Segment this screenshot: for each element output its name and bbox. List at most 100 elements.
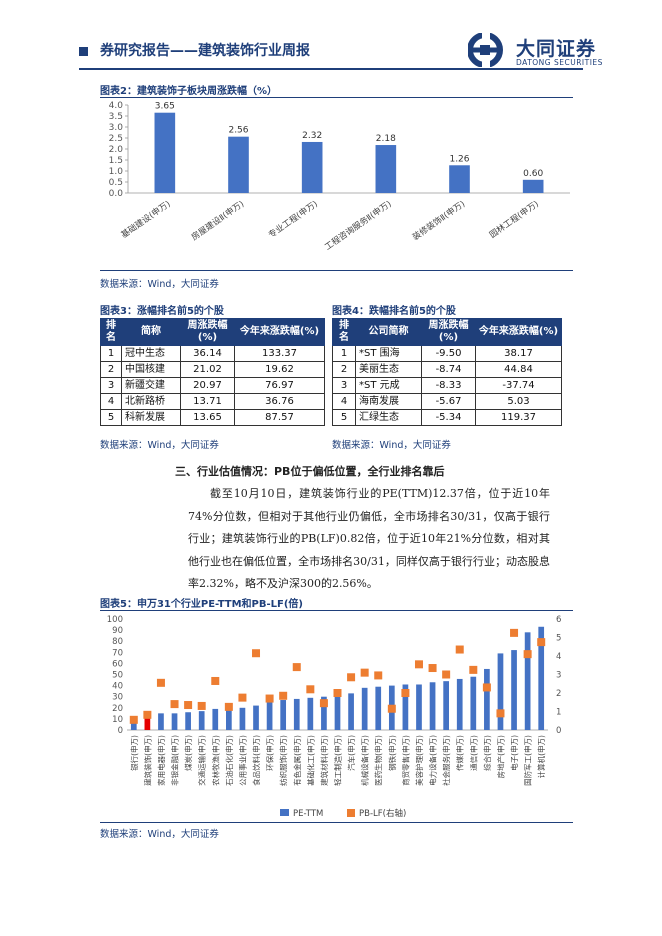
pe-bar [266, 702, 273, 730]
fig4-header-name: 公司简称 [355, 318, 422, 346]
y-tick-label: 0.0 [109, 189, 124, 199]
category-label: 机械设备(申万) [360, 735, 370, 786]
table-row: 3 *ST 元成 -8.33 -37.74 [332, 377, 562, 394]
category-label: 装修装饰Ⅱ(申万) [410, 198, 467, 242]
pb-point [374, 671, 383, 680]
fig4-cell: 5.03 [475, 393, 562, 410]
pb-point [306, 685, 315, 694]
pe-bar [198, 711, 205, 730]
fig3-header-rank: 排名 [100, 318, 122, 346]
pe-bar [524, 632, 531, 730]
data-label: 1.26 [449, 154, 469, 164]
pe-bar [321, 696, 327, 730]
pe-bar [130, 723, 137, 730]
fig3-cell: 新疆交建 [121, 377, 181, 394]
fig3-cell: 4 [100, 393, 122, 410]
fig4-table: 排名 公司简称 周涨跌幅(%) 今年来涨跌幅(%) 1 *ST 围海 -9.50 38… [332, 318, 562, 426]
pe-bar [253, 705, 259, 730]
category-label: 煤炭(申万) [183, 735, 193, 771]
fig3-table: 排名 简称 周涨跌幅(%) 今年来涨跌幅(%) 1 冠中生态 36.14 133.37… [100, 318, 325, 426]
pb-point [129, 715, 138, 724]
category-label: 食品饮料(申万) [251, 735, 261, 786]
datong-logo-icon [468, 33, 503, 67]
fig3-cell: 133.37 [234, 345, 325, 362]
category-label: 银行(申万) [129, 735, 139, 771]
y-left-tick-label: 80 [112, 637, 123, 647]
category-label: 家用电器(申万) [156, 735, 166, 786]
header-rule [79, 68, 583, 70]
y-tick-label: 4.0 [109, 101, 124, 111]
category-label: 建筑装饰(申万) [142, 735, 152, 786]
pb-point [428, 664, 437, 673]
fig4-cell: -5.34 [421, 409, 476, 426]
fig4-cell: 5 [332, 409, 356, 426]
fig4-title: 图表4：跌幅排名前5的个股 [332, 306, 456, 317]
pb-point [143, 710, 152, 719]
pe-bar [293, 698, 300, 730]
y-right-tick-label: 6 [556, 615, 561, 625]
fig2-chart: 0.00.51.01.52.02.53.03.54.0 3.65 2.56 2.32… [109, 101, 570, 253]
y-tick-label: 2.0 [109, 145, 124, 155]
pe-bar [171, 713, 178, 730]
category-label: 基础化工(申万) [305, 735, 315, 786]
pb-point [401, 689, 410, 697]
y-right-tick-label: 4 [556, 652, 561, 662]
data-label: 0.60 [523, 169, 543, 179]
y-tick-label: 2.5 [109, 134, 123, 144]
pe-bar [239, 707, 246, 730]
pb-point [197, 701, 206, 710]
header-square-marker [79, 47, 88, 56]
pb-point [265, 694, 274, 703]
fig3-header-name: 简称 [121, 318, 181, 346]
pe-bar [307, 697, 314, 730]
fig2-source: 数据来源：Wind，大同证券 [100, 279, 219, 290]
table-row: 4 海南发展 -5.67 5.03 [332, 393, 562, 410]
pb-point [279, 691, 288, 700]
category-label: 轻工制造(申万) [333, 735, 343, 786]
legend-swatch-pb [347, 809, 355, 817]
y-right-tick-label: 1 [556, 708, 561, 718]
fig3-cell: 19.62 [234, 361, 325, 378]
y-left-tick-label: 40 [112, 682, 123, 692]
pe-bar [538, 626, 545, 730]
category-label: 电力设备(申万) [428, 735, 438, 786]
y-left-tick-label: 90 [112, 626, 123, 636]
fig2-bottom-rule [100, 270, 573, 271]
fig4-cell: 汇绿生态 [355, 409, 422, 426]
category-label: 通信(申万) [468, 735, 478, 771]
y-right-tick-label: 0 [556, 726, 561, 736]
category-label: 工程咨询服务Ⅱ(申万) [323, 198, 394, 252]
fig4-header-rank: 排名 [332, 318, 356, 346]
fig4-source: 数据来源：Wind，大同证券 [332, 440, 451, 451]
category-label: 公用事业(申万) [237, 735, 247, 786]
pb-point [333, 689, 342, 697]
pe-bar [334, 695, 341, 730]
pb-point [156, 678, 165, 687]
logo-text-cn: 大同证券 [516, 38, 597, 60]
category-label: 钢铁(申万) [387, 735, 397, 771]
pe-bar [361, 687, 368, 730]
fig3-cell: 13.65 [180, 409, 235, 426]
logo-text-en: DATONG SECURITIES [516, 58, 603, 67]
section-heading: 三、行业估值情况：PB位于偏低位置，全行业排名靠后 [175, 465, 445, 478]
pb-point [496, 709, 505, 718]
y-tick-label: 3.0 [109, 123, 124, 133]
bar [228, 136, 249, 193]
pb-point [224, 702, 233, 711]
category-label: 农林牧渔(申万) [210, 735, 220, 786]
category-label: 国防军工(申万) [523, 735, 533, 786]
pb-point [414, 660, 423, 669]
category-label: 石油石化(申万) [224, 735, 234, 786]
pb-point [442, 670, 451, 679]
fig3-cell: 北新路桥 [121, 393, 181, 410]
y-tick-label: 3.5 [109, 112, 123, 122]
fig4-cell: 3 [332, 377, 356, 394]
pe-bar [144, 716, 151, 730]
fig4-cell: -8.33 [421, 377, 476, 394]
fig3-cell: 3 [100, 377, 122, 394]
fig3-header-ytd: 今年来涨跌幅(%) [234, 318, 325, 346]
category-label: 医药生物(申万) [373, 735, 383, 786]
pb-point [523, 650, 532, 659]
fig4-cell: *ST 围海 [355, 345, 422, 362]
